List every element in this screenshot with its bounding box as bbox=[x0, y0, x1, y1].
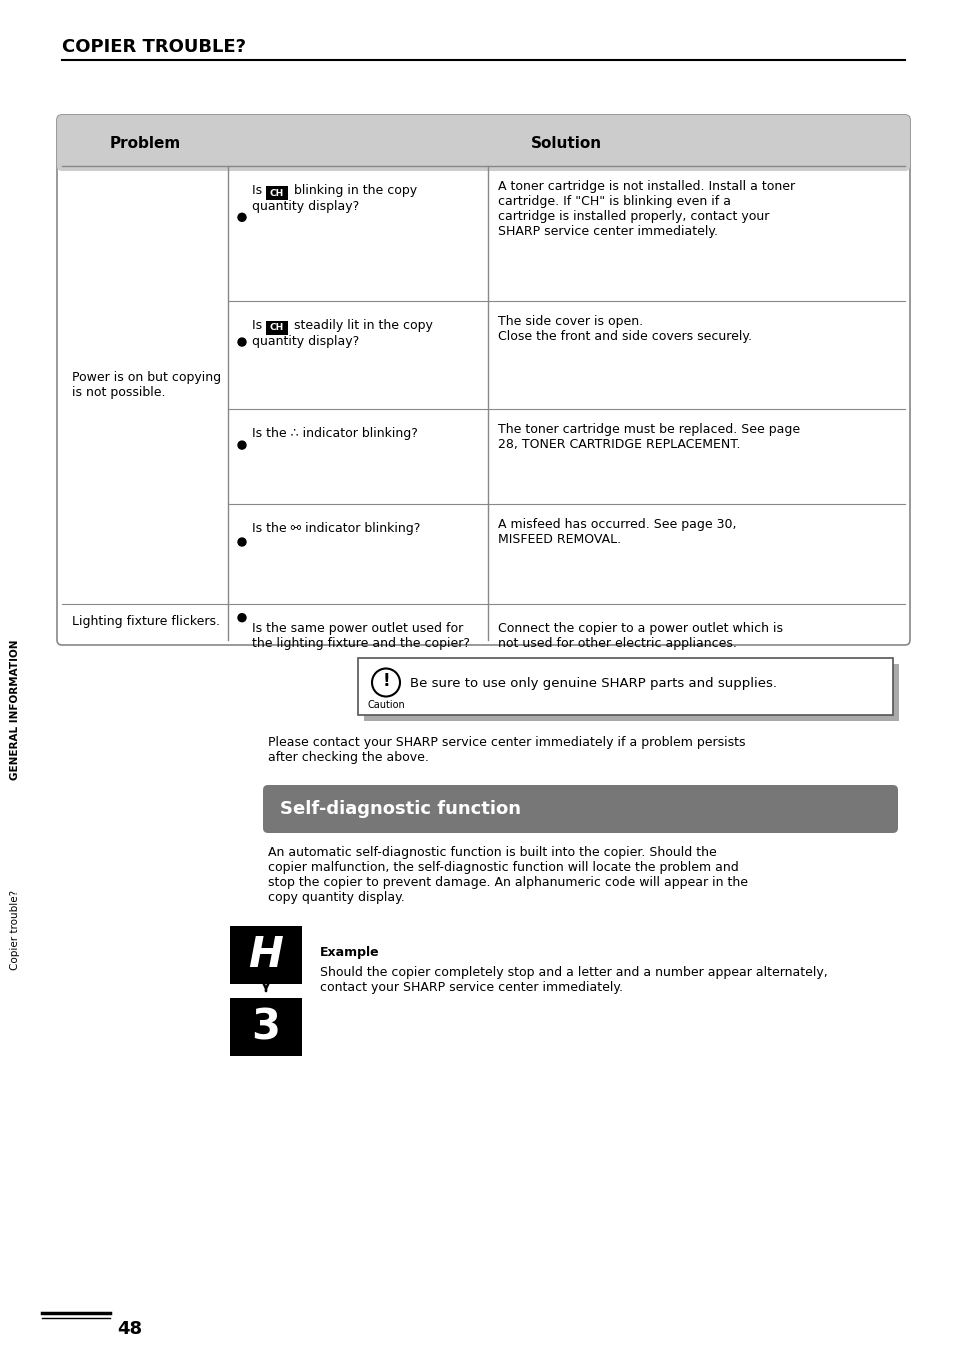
Text: steadily lit in the copy: steadily lit in the copy bbox=[290, 319, 433, 332]
Text: Example: Example bbox=[319, 946, 379, 959]
Bar bbox=[357, 658, 892, 715]
Text: Copier trouble?: Copier trouble? bbox=[10, 890, 20, 970]
Text: Connect the copier to a power outlet which is
not used for other electric applia: Connect the copier to a power outlet whi… bbox=[497, 621, 782, 650]
Text: Problem: Problem bbox=[110, 135, 180, 150]
Bar bbox=[364, 663, 898, 721]
Text: Is the same power outlet used for
the lighting fixture and the copier?: Is the same power outlet used for the li… bbox=[252, 621, 470, 650]
Circle shape bbox=[237, 538, 246, 546]
Text: An automatic self-diagnostic function is built into the copier. Should the
copie: An automatic self-diagnostic function is… bbox=[268, 846, 747, 904]
Text: The side cover is open.
Close the front and side covers securely.: The side cover is open. Close the front … bbox=[497, 315, 751, 343]
Text: COPIER TROUBLE?: COPIER TROUBLE? bbox=[62, 38, 246, 55]
Circle shape bbox=[372, 669, 399, 697]
Text: !: ! bbox=[382, 671, 390, 689]
Circle shape bbox=[237, 213, 246, 222]
Text: Is the ∴ indicator blinking?: Is the ∴ indicator blinking? bbox=[252, 427, 417, 440]
Bar bbox=[230, 998, 302, 1056]
Text: Is: Is bbox=[252, 319, 266, 332]
Text: Should the copier completely stop and a letter and a number appear alternately,
: Should the copier completely stop and a … bbox=[319, 966, 827, 994]
Text: Be sure to use only genuine SHARP parts and supplies.: Be sure to use only genuine SHARP parts … bbox=[410, 677, 776, 690]
FancyBboxPatch shape bbox=[263, 785, 897, 834]
Text: 3: 3 bbox=[252, 1006, 280, 1048]
Text: Power is on but copying
is not possible.: Power is on but copying is not possible. bbox=[71, 372, 221, 399]
FancyBboxPatch shape bbox=[57, 115, 909, 172]
Circle shape bbox=[237, 440, 246, 449]
Text: A toner cartridge is not installed. Install a toner
cartridge. If "CH" is blinki: A toner cartridge is not installed. Inst… bbox=[497, 180, 794, 238]
Text: quantity display?: quantity display? bbox=[252, 200, 359, 213]
Text: Caution: Caution bbox=[367, 700, 404, 711]
Text: Solution: Solution bbox=[531, 135, 601, 150]
Text: blinking in the copy: blinking in the copy bbox=[290, 184, 416, 197]
Bar bbox=[230, 925, 302, 984]
Bar bbox=[62, 143, 904, 166]
Text: quantity display?: quantity display? bbox=[252, 335, 359, 349]
Text: H: H bbox=[249, 934, 283, 975]
Bar bbox=[266, 186, 288, 200]
Text: GENERAL INFORMATION: GENERAL INFORMATION bbox=[10, 640, 20, 781]
Text: Please contact your SHARP service center immediately if a problem persists
after: Please contact your SHARP service center… bbox=[268, 736, 744, 765]
Text: Self-diagnostic function: Self-diagnostic function bbox=[280, 800, 520, 817]
Text: The toner cartridge must be replaced. See page
28, TONER CARTRIDGE REPLACEMENT.: The toner cartridge must be replaced. Se… bbox=[497, 423, 800, 451]
Text: CH: CH bbox=[270, 323, 284, 332]
Text: Lighting fixture flickers.: Lighting fixture flickers. bbox=[71, 616, 220, 628]
Text: CH: CH bbox=[270, 189, 284, 197]
FancyBboxPatch shape bbox=[57, 115, 909, 644]
Bar bbox=[266, 322, 288, 335]
Circle shape bbox=[237, 338, 246, 346]
Circle shape bbox=[237, 613, 246, 621]
Text: 48: 48 bbox=[117, 1320, 142, 1337]
Text: Is: Is bbox=[252, 184, 266, 197]
Text: A misfeed has occurred. See page 30,
MISFEED REMOVAL.: A misfeed has occurred. See page 30, MIS… bbox=[497, 517, 736, 546]
Text: Is the ⚯ indicator blinking?: Is the ⚯ indicator blinking? bbox=[252, 521, 420, 535]
